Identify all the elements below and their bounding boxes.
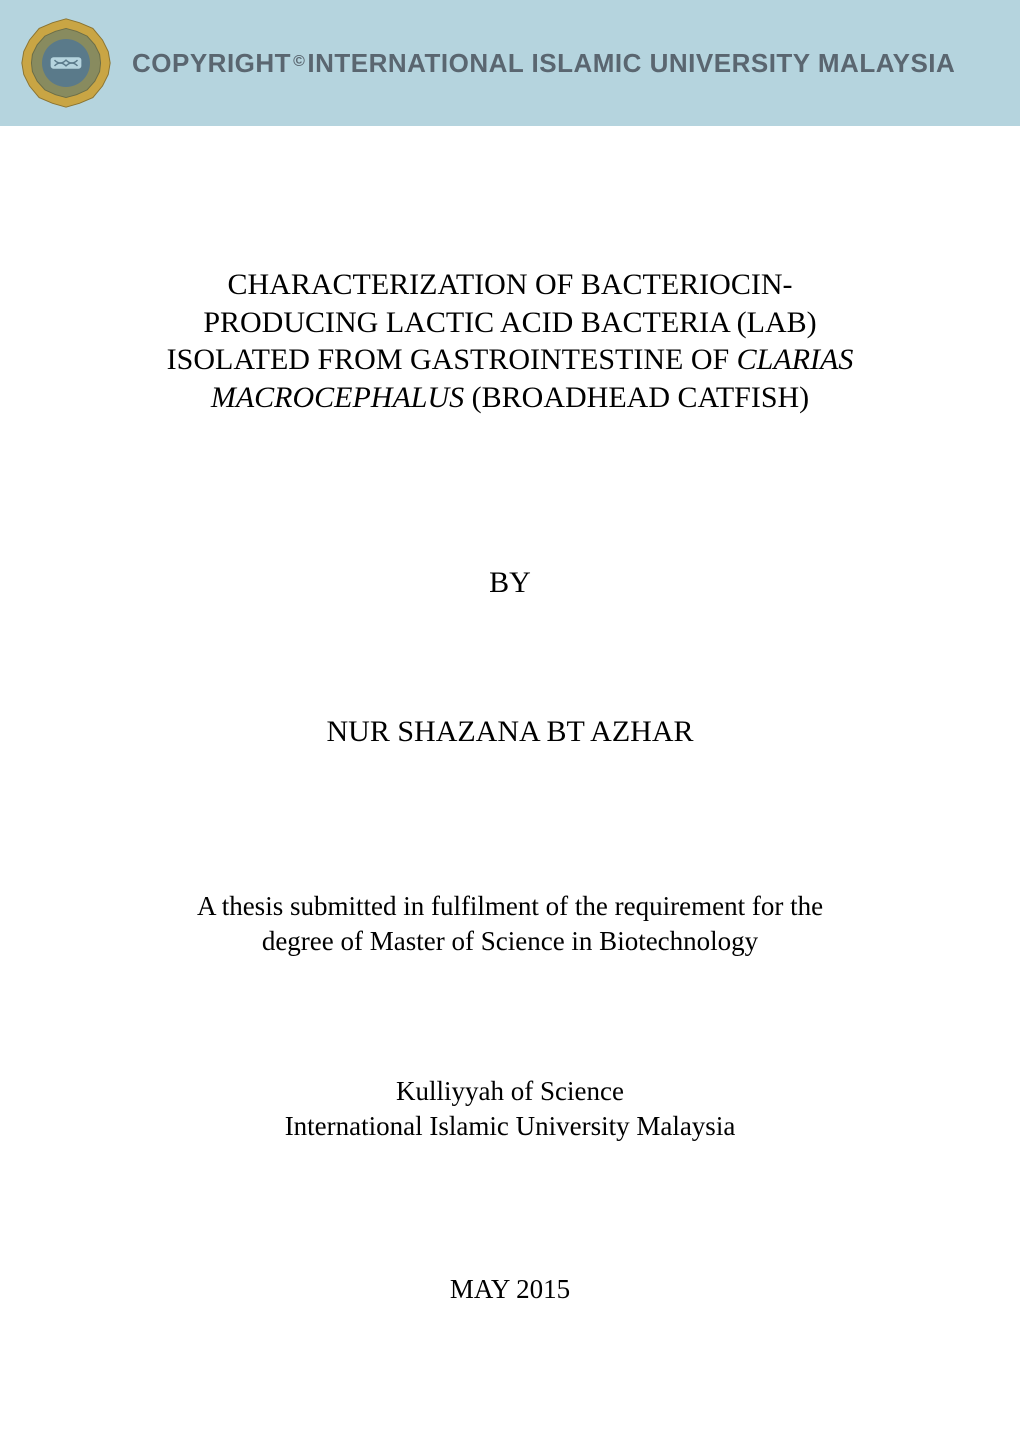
page-content: CHARACTERIZATION OF BACTERIOCIN- PRODUCI… (0, 266, 1020, 1305)
submission-line-2: degree of Master of Science in Biotechno… (130, 924, 890, 959)
faculty-block: Kulliyyah of Science International Islam… (130, 1074, 890, 1144)
submission-line-1: A thesis submitted in fulfilment of the … (130, 889, 890, 924)
faculty-name: Kulliyyah of Science (130, 1074, 890, 1109)
title-line-3: ISOLATED FROM GASTROINTESTINE OF CLARIAS (130, 341, 890, 379)
copyright-symbol: © (293, 53, 305, 71)
title-species-2: MACROCEPHALUS (211, 381, 464, 414)
title-line-4: MACROCEPHALUS (BROADHEAD CATFISH) (130, 379, 890, 417)
title-line-2: PRODUCING LACTIC ACID BACTERIA (LAB) (130, 304, 890, 342)
university-logo-icon (18, 15, 114, 111)
title-line-1: CHARACTERIZATION OF BACTERIOCIN- (130, 266, 890, 304)
thesis-date: MAY 2015 (130, 1274, 890, 1305)
banner-text: COPYRIGHT © INTERNATIONAL ISLAMIC UNIVER… (132, 48, 955, 79)
by-label: BY (130, 566, 890, 600)
author-name: NUR SHAZANA BT AZHAR (130, 715, 890, 749)
university-name: International Islamic University Malaysi… (130, 1109, 890, 1144)
title-line-4b: (BROADHEAD CATFISH) (464, 381, 809, 414)
submission-statement: A thesis submitted in fulfilment of the … (130, 889, 890, 959)
banner-copyright-word: COPYRIGHT (132, 48, 291, 79)
title-species-1: CLARIAS (737, 343, 854, 376)
banner-institution: INTERNATIONAL ISLAMIC UNIVERSITY MALAYSI… (307, 48, 955, 79)
copyright-banner: COPYRIGHT © INTERNATIONAL ISLAMIC UNIVER… (0, 0, 1020, 126)
thesis-title: CHARACTERIZATION OF BACTERIOCIN- PRODUCI… (130, 266, 890, 416)
title-line-3a: ISOLATED FROM GASTROINTESTINE OF (167, 343, 737, 376)
